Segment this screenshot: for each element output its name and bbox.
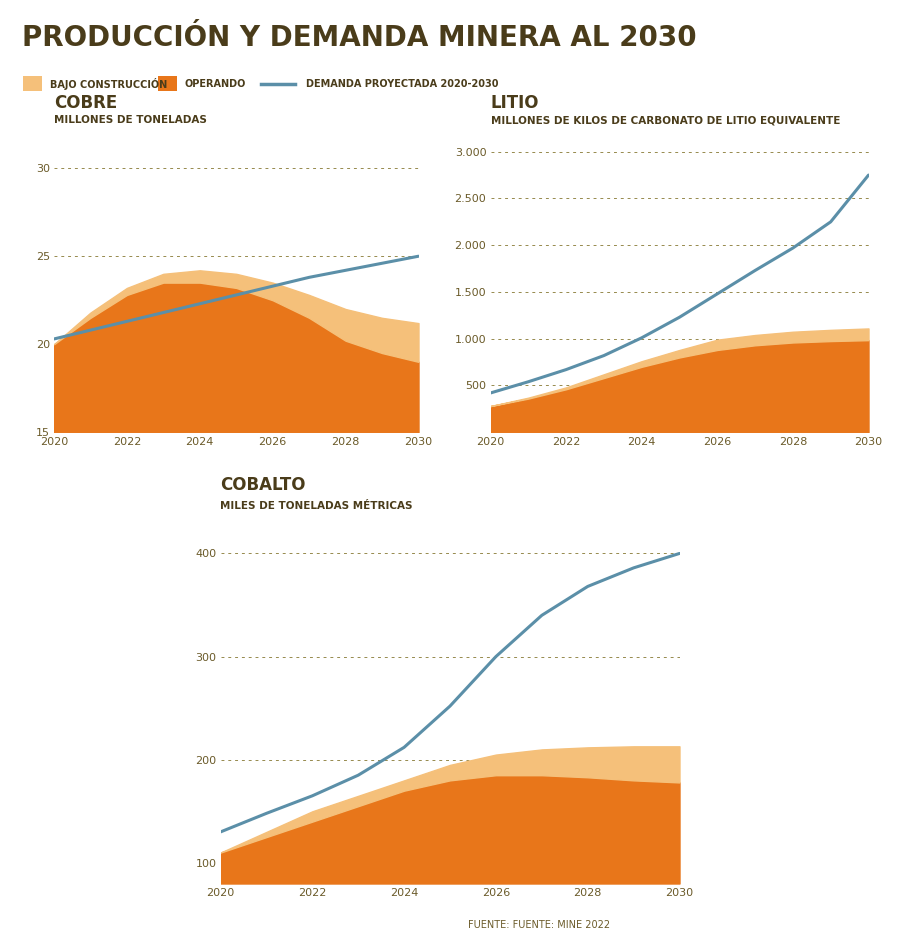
Text: LITIO: LITIO	[491, 94, 539, 112]
Text: COBALTO: COBALTO	[220, 476, 306, 494]
Text: OPERANDO: OPERANDO	[184, 79, 246, 88]
Text: MILLONES DE KILOS DE CARBONATO DE LITIO EQUIVALENTE: MILLONES DE KILOS DE CARBONATO DE LITIO …	[491, 115, 840, 125]
Text: DEMANDA PROYECTADA 2020-2030: DEMANDA PROYECTADA 2020-2030	[306, 79, 499, 88]
Text: COBRE: COBRE	[54, 94, 117, 112]
Text: MILLONES DE TONELADAS: MILLONES DE TONELADAS	[54, 115, 207, 125]
Text: BAJO CONSTRUCCIÓN: BAJO CONSTRUCCIÓN	[50, 78, 166, 89]
Text: PRODUCCIÓN Y DEMANDA MINERA AL 2030: PRODUCCIÓN Y DEMANDA MINERA AL 2030	[22, 24, 698, 51]
Text: MILES DE TONELADAS MÉTRICAS: MILES DE TONELADAS MÉTRICAS	[220, 501, 413, 511]
Text: FUENTE: FUENTE: MINE 2022: FUENTE: FUENTE: MINE 2022	[468, 920, 610, 930]
